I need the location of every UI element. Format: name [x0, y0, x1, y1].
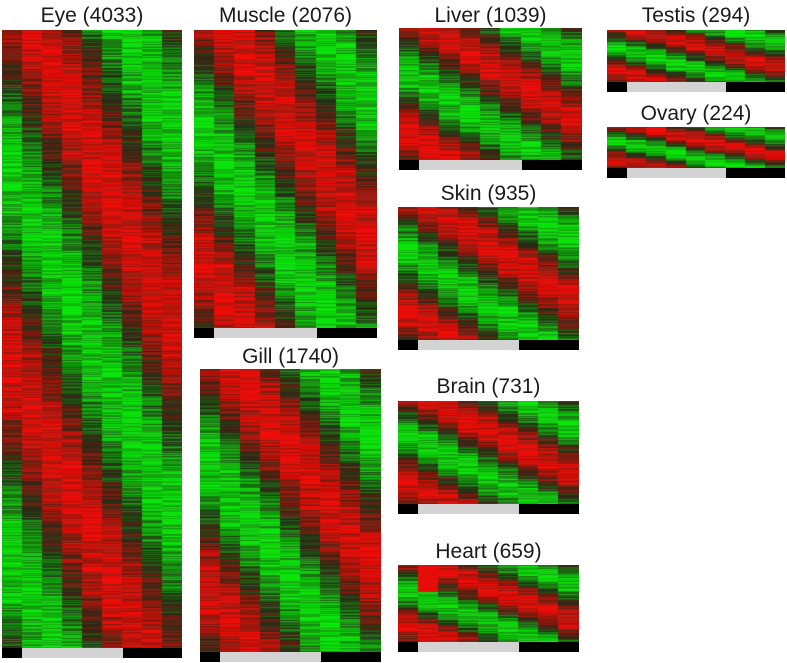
time-segment-dark: [726, 82, 785, 92]
muscle-time-bar: [194, 328, 377, 338]
muscle-heatmap: [194, 30, 377, 328]
time-segment-light: [219, 652, 322, 662]
time-segment-dark: [122, 648, 182, 658]
testis-time-bar: [607, 82, 785, 92]
heart-heatmap: [398, 565, 579, 642]
skin-title: Skin (935): [440, 182, 537, 205]
heart-title: Heart (659): [435, 540, 542, 563]
skin-time-bar: [398, 340, 579, 350]
time-segment-light: [626, 82, 727, 92]
testis-heatmap: [607, 30, 785, 82]
testis-title: Testis (294): [641, 4, 751, 27]
muscle-title: Muscle (2076): [218, 4, 353, 27]
time-segment-light: [417, 504, 520, 514]
time-segment-light: [21, 648, 123, 658]
time-segment-dark: [200, 652, 220, 662]
brain-time-bar: [398, 504, 579, 514]
time-segment-dark: [194, 328, 215, 338]
time-segment-light: [626, 168, 727, 178]
gill-time-bar: [200, 652, 381, 662]
time-segment-dark: [521, 160, 582, 170]
time-segment-light: [417, 340, 520, 350]
gill-heatmap: [200, 369, 381, 652]
time-segment-dark: [2, 648, 22, 658]
ovary-title: Ovary (224): [640, 102, 752, 125]
gill-title: Gill (1740): [242, 345, 339, 368]
brain-title: Brain (731): [436, 375, 541, 398]
eye-heatmap: [2, 30, 182, 648]
liver-heatmap: [399, 28, 582, 160]
time-segment-dark: [519, 642, 579, 652]
time-segment-dark: [607, 168, 627, 178]
heart-time-bar: [398, 642, 579, 652]
time-segment-dark: [726, 168, 785, 178]
time-segment-dark: [519, 504, 579, 514]
ovary-heatmap: [607, 127, 785, 168]
time-segment-dark: [519, 340, 579, 350]
time-segment-light: [214, 328, 317, 338]
brain-heatmap: [398, 401, 579, 504]
time-segment-dark: [398, 340, 418, 350]
eye-title: Eye (4033): [40, 4, 144, 27]
time-segment-dark: [399, 160, 420, 170]
time-segment-light: [417, 642, 520, 652]
time-segment-dark: [316, 328, 377, 338]
time-segment-dark: [398, 504, 418, 514]
liver-time-bar: [399, 160, 582, 170]
time-segment-dark: [607, 82, 627, 92]
time-segment-dark: [321, 652, 381, 662]
ovary-time-bar: [607, 168, 785, 178]
skin-heatmap: [398, 207, 579, 340]
eye-time-bar: [2, 648, 182, 658]
time-segment-light: [419, 160, 522, 170]
time-segment-dark: [398, 642, 418, 652]
liver-title: Liver (1039): [434, 4, 547, 27]
